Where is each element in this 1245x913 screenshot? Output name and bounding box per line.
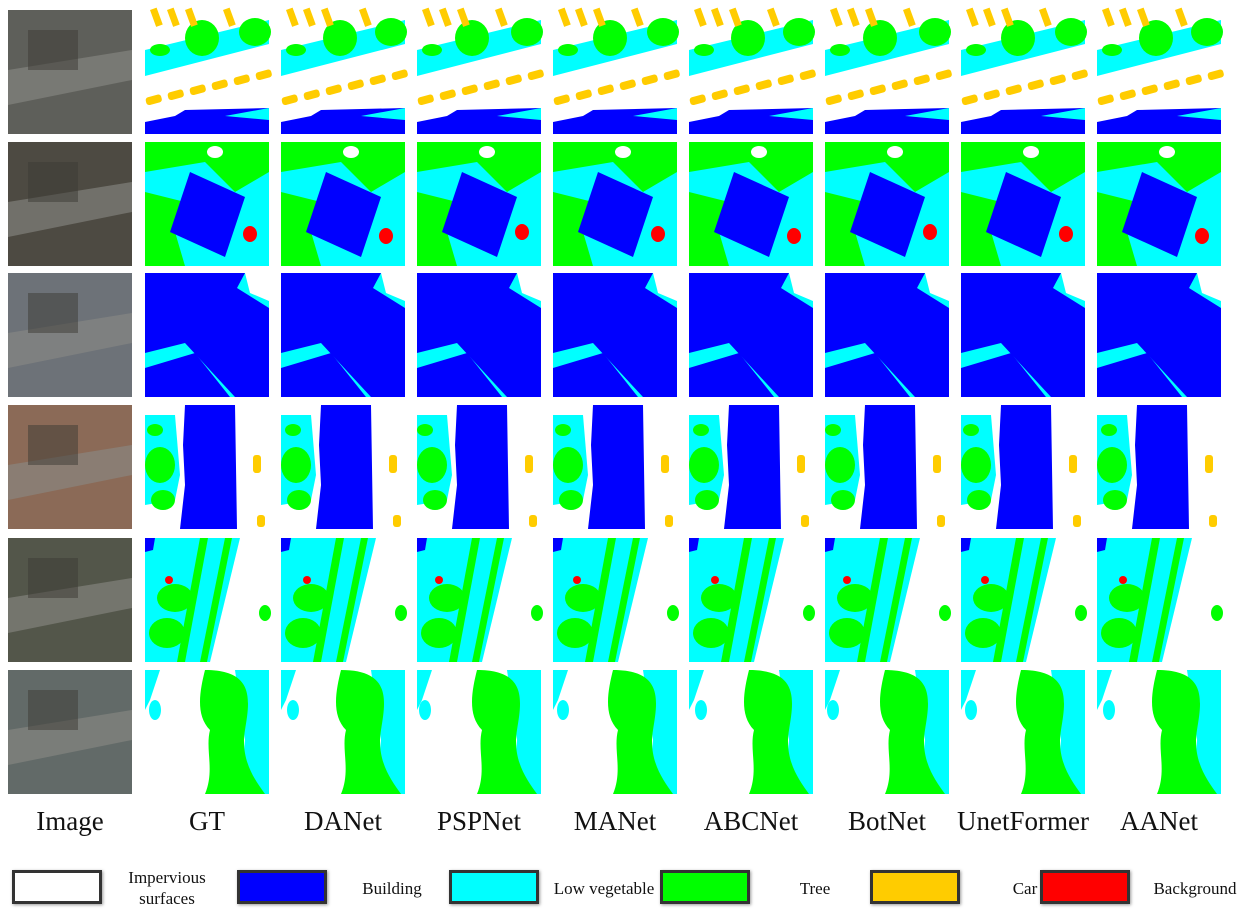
- legend-label: Building: [337, 866, 447, 910]
- segmentation-map: [281, 142, 405, 266]
- segmentation-map: [145, 670, 269, 794]
- segmentation-map: [825, 142, 949, 266]
- segmentation-map: [689, 670, 813, 794]
- column-label: UnetFormer: [955, 806, 1091, 837]
- segmentation-map: [145, 273, 269, 397]
- legend-label: Impervious surfaces: [112, 866, 222, 910]
- legend-swatch: [870, 870, 960, 904]
- figure: ImageGTDANetPSPNetMANetABCNetBotNetUnetF…: [0, 0, 1245, 913]
- column-label: MANet: [547, 806, 683, 837]
- segmentation-map: [145, 405, 269, 529]
- segmentation-map: [145, 142, 269, 266]
- legend-label: Low vegetable: [549, 866, 659, 910]
- legend-swatch: [1040, 870, 1130, 904]
- segmentation-map: [1097, 8, 1225, 134]
- segmentation-map: [689, 8, 817, 134]
- column-label: Image: [2, 806, 138, 837]
- column-label: ABCNet: [683, 806, 819, 837]
- segmentation-map: [689, 273, 813, 397]
- segmentation-map: [961, 8, 1089, 134]
- aerial-image: [8, 538, 132, 662]
- result-grid: [0, 0, 1245, 800]
- segmentation-map: [145, 8, 273, 134]
- column-label: PSPNet: [411, 806, 547, 837]
- column-label: GT: [139, 806, 275, 837]
- segmentation-map: [417, 538, 543, 662]
- segmentation-map: [689, 405, 813, 529]
- legend-swatch: [660, 870, 750, 904]
- segmentation-map: [825, 538, 951, 662]
- aerial-image: [8, 670, 132, 794]
- legend-swatch: [449, 870, 539, 904]
- segmentation-map: [825, 670, 949, 794]
- segmentation-map: [417, 8, 545, 134]
- segmentation-map: [825, 273, 949, 397]
- segmentation-map: [417, 405, 541, 529]
- aerial-image: [8, 273, 132, 397]
- aerial-image: [8, 10, 132, 134]
- segmentation-map: [1097, 142, 1221, 266]
- segmentation-map: [825, 8, 953, 134]
- segmentation-map: [961, 142, 1085, 266]
- segmentation-map: [553, 142, 677, 266]
- segmentation-map: [961, 405, 1085, 529]
- aerial-image: [8, 142, 132, 266]
- segmentation-map: [281, 8, 409, 134]
- segmentation-map: [417, 670, 541, 794]
- segmentation-map: [1097, 670, 1221, 794]
- segmentation-map: [961, 538, 1087, 662]
- legend-label: Tree: [760, 866, 870, 910]
- segmentation-map: [961, 273, 1085, 397]
- segmentation-map: [281, 538, 407, 662]
- segmentation-map: [281, 405, 405, 529]
- column-label: BotNet: [819, 806, 955, 837]
- segmentation-map: [145, 538, 271, 662]
- segmentation-map: [961, 670, 1085, 794]
- segmentation-map: [553, 273, 677, 397]
- segmentation-map: [417, 142, 541, 266]
- segmentation-map: [553, 670, 677, 794]
- aerial-image: [8, 405, 132, 529]
- column-label: AANet: [1091, 806, 1227, 837]
- segmentation-map: [417, 273, 541, 397]
- column-label: DANet: [275, 806, 411, 837]
- legend-swatch: [12, 870, 102, 904]
- segmentation-map: [553, 538, 679, 662]
- segmentation-map: [1097, 538, 1223, 662]
- segmentation-map: [281, 273, 405, 397]
- segmentation-map: [1097, 405, 1221, 529]
- segmentation-map: [689, 142, 813, 266]
- segmentation-map: [825, 405, 949, 529]
- legend-swatch: [237, 870, 327, 904]
- segmentation-map: [281, 670, 405, 794]
- segmentation-map: [1097, 273, 1221, 397]
- segmentation-map: [553, 405, 677, 529]
- segmentation-map: [689, 538, 815, 662]
- legend-label: Background: [1140, 866, 1245, 910]
- segmentation-map: [553, 8, 681, 134]
